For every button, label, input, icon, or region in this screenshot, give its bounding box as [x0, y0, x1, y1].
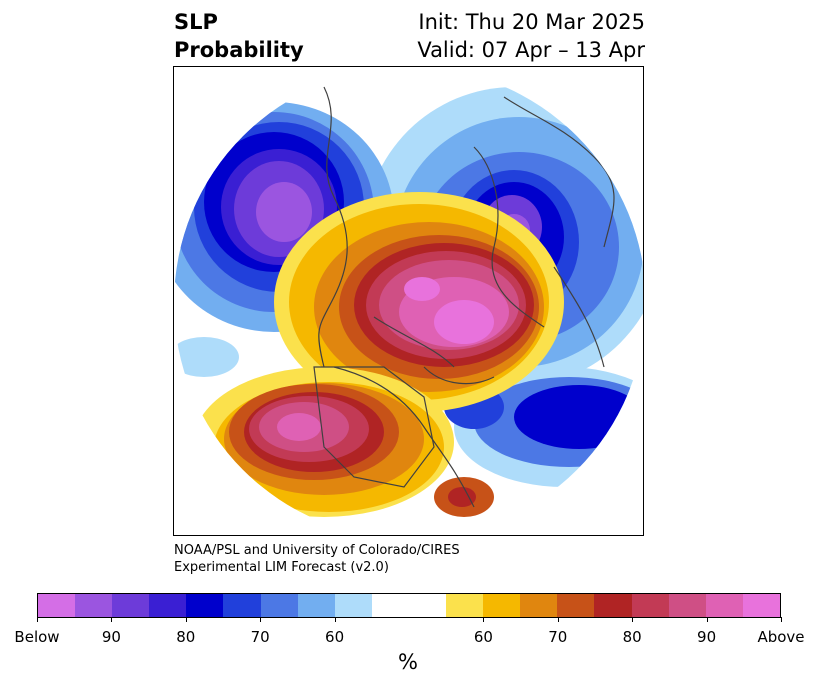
- colorbar-tick-label: 80: [176, 628, 196, 646]
- colorbar-swatch: [594, 594, 632, 617]
- colorbar-swatch: [223, 594, 261, 617]
- colorbar-tick-label: 90: [697, 628, 717, 646]
- colorbar-tick-label: 70: [548, 628, 568, 646]
- colorbar-swatch: [186, 594, 224, 617]
- colorbar-tick-label: 70: [250, 628, 270, 646]
- colorbar-swatch: [371, 594, 409, 617]
- figure-title-right: Init: Thu 20 Mar 2025 Valid: 07 Apr – 13…: [417, 8, 645, 64]
- colorbar-swatch: [260, 594, 298, 617]
- colorbar-tick: [483, 617, 485, 622]
- colorbar-tick: [37, 617, 38, 622]
- colorbar-swatch: [297, 594, 335, 617]
- colorbar-swatch: [742, 594, 780, 617]
- title-variable: SLP: [174, 10, 218, 34]
- colorbar-tick: [260, 617, 262, 622]
- credit-text: NOAA/PSL and University of Colorado/CIRE…: [174, 542, 460, 576]
- colorbar-tick-label: 60: [473, 628, 493, 646]
- colorbar-swatch: [334, 594, 372, 617]
- colorbar-swatch: [75, 594, 113, 617]
- title-init-date: Init: Thu 20 Mar 2025: [418, 10, 645, 34]
- colorbar-swatch: [668, 594, 706, 617]
- colorbar-tick-label: 80: [622, 628, 642, 646]
- colorbar-tick: [185, 617, 187, 622]
- colorbar-tick-label: Above: [757, 628, 805, 646]
- colorbar-tick-label: 60: [325, 628, 345, 646]
- polar-map: [174, 67, 643, 535]
- colorbar-swatch: [446, 594, 484, 617]
- colorbar: [37, 593, 781, 618]
- colorbar-swatch: [408, 594, 447, 617]
- title-type: Probability: [174, 38, 304, 62]
- colorbar-tick: [632, 617, 634, 622]
- colorbar-swatch: [483, 594, 521, 617]
- colorbar-swatch: [149, 594, 187, 617]
- colorbar-tick-label: 90: [101, 628, 121, 646]
- colorbar-swatch: [38, 594, 76, 617]
- credit-line-2: Experimental LIM Forecast (v2.0): [174, 560, 389, 575]
- colorbar-swatch: [520, 594, 558, 617]
- coastlines: [313, 86, 615, 508]
- figure-title-left: SLP Probability: [174, 8, 304, 64]
- map-panel: [173, 66, 644, 536]
- colorbar-tick: [334, 617, 336, 622]
- colorbar-swatch: [557, 594, 595, 617]
- colorbar-tick: [781, 617, 782, 622]
- colorbar-tick: [706, 617, 708, 622]
- colorbar-swatch: [705, 594, 743, 617]
- credit-line-1: NOAA/PSL and University of Colorado/CIRE…: [174, 543, 460, 558]
- colorbar-unit: %: [398, 650, 418, 674]
- colorbar-tick: [557, 617, 559, 622]
- colorbar-tick: [111, 617, 113, 622]
- colorbar-swatch: [631, 594, 669, 617]
- colorbar-tick-label: Below: [14, 628, 60, 646]
- colorbar-swatch: [112, 594, 150, 617]
- title-valid-range: Valid: 07 Apr – 13 Apr: [417, 38, 645, 62]
